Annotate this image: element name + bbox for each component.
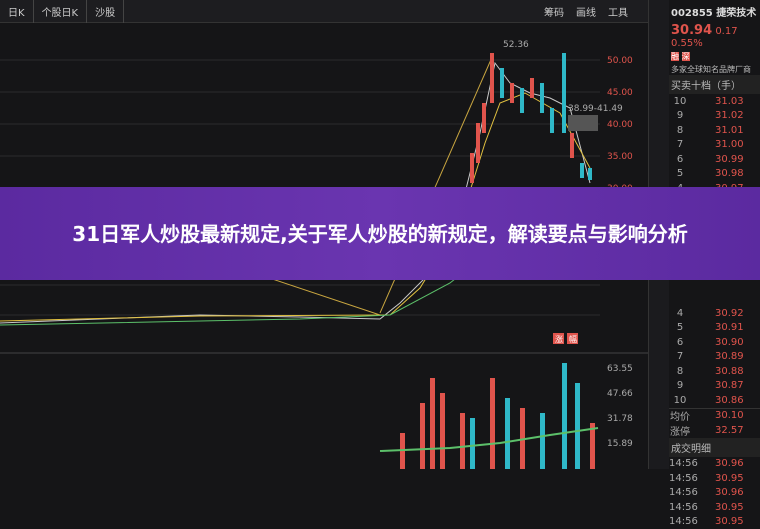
price: 30.96 — [715, 487, 744, 498]
level: 涨停 — [669, 423, 691, 438]
book-header: 买卖十档（手） — [669, 75, 760, 94]
level: 14:56 — [669, 516, 691, 527]
trades-header: 成交明细 — [669, 438, 760, 457]
price: 30.92 — [715, 308, 744, 319]
price: 30.95 — [715, 473, 744, 484]
desc: 多家全球知名品牌厂商 — [669, 64, 760, 75]
price: 31.01 — [715, 125, 744, 136]
price-tick: 45.00 — [607, 88, 633, 98]
change: 0.17 — [715, 26, 737, 37]
price: 30.91 — [715, 322, 744, 333]
book-row: 涨停 32.57 — [669, 423, 760, 438]
level: 均价 — [669, 408, 691, 423]
volume-tick: 47.66 — [607, 389, 633, 399]
price-tick: 35.00 — [607, 152, 633, 162]
level: 7 — [669, 351, 691, 362]
price: 30.10 — [715, 410, 744, 421]
code: 002855 — [671, 8, 713, 19]
level: 9 — [669, 110, 691, 121]
level: 10 — [669, 395, 691, 406]
tool-button[interactable]: 筹码 — [544, 8, 564, 19]
level: 14:56 — [669, 458, 691, 469]
volume-tick: 63.55 — [607, 364, 633, 374]
tag: 深 — [682, 52, 690, 61]
tab[interactable]: 个股日K — [34, 0, 88, 23]
price: 30.99 — [715, 154, 744, 165]
book-row: 14:56 30.96 — [669, 486, 760, 501]
level: 4 — [669, 308, 691, 319]
price: 30.94 — [671, 23, 712, 38]
price: 32.57 — [715, 425, 744, 436]
price: 31.03 — [715, 96, 744, 107]
level: 8 — [669, 125, 691, 136]
tool-button[interactable]: 画线 — [576, 8, 596, 19]
badge: 涨 — [555, 334, 563, 344]
level: 7 — [669, 139, 691, 150]
book-row: 14:56 30.95 — [669, 515, 760, 529]
book-row: 均价 30.10 — [669, 409, 760, 424]
volume-tick: 15.89 — [607, 439, 633, 449]
price: 30.88 — [715, 366, 744, 377]
book-row: 14:56 30.95 — [669, 471, 760, 486]
price: 30.90 — [715, 337, 744, 348]
price: 30.98 — [715, 168, 744, 179]
book-row: 10 31.03 — [669, 94, 760, 109]
price: 30.86 — [715, 395, 744, 406]
price: 30.89 — [715, 351, 744, 362]
level: 14:56 — [669, 502, 691, 513]
annotation: 38.99-41.49 — [568, 104, 623, 114]
price: 31.00 — [715, 139, 744, 150]
price: 31.02 — [715, 110, 744, 121]
price: 30.87 — [715, 380, 744, 391]
level: 6 — [669, 337, 691, 348]
tab[interactable]: 日K — [0, 0, 34, 23]
price: 30.96 — [715, 458, 744, 469]
volume-tick: 31.78 — [607, 414, 633, 424]
badge: 幅 — [569, 334, 577, 344]
tab[interactable]: 沙股 — [87, 0, 124, 23]
level: 14:56 — [669, 487, 691, 498]
price: 30.95 — [715, 502, 744, 513]
price-tick: 50.00 — [607, 56, 633, 66]
level: 5 — [669, 168, 691, 179]
level: 5 — [669, 322, 691, 333]
banner: 31日军人炒股最新规定,关于军人炒股的新规定，解读要点与影响分析 — [0, 187, 760, 280]
level: 14:56 — [669, 473, 691, 484]
level: 9 — [669, 380, 691, 391]
level: 10 — [669, 96, 691, 107]
book-row: 14:56 30.95 — [669, 500, 760, 515]
range-box — [568, 115, 598, 131]
stock-name: 捷荣技术 — [716, 8, 756, 19]
tool-button[interactable]: 工具 — [608, 8, 628, 19]
pct: 0.55% — [671, 38, 703, 49]
price: 30.95 — [715, 516, 744, 527]
price-tick: 40.00 — [607, 120, 633, 130]
tag: 融 — [671, 52, 679, 61]
level: 6 — [669, 154, 691, 165]
book-row: 10 30.86 — [669, 393, 760, 408]
annotation: 52.36 — [503, 40, 529, 50]
level: 8 — [669, 366, 691, 377]
